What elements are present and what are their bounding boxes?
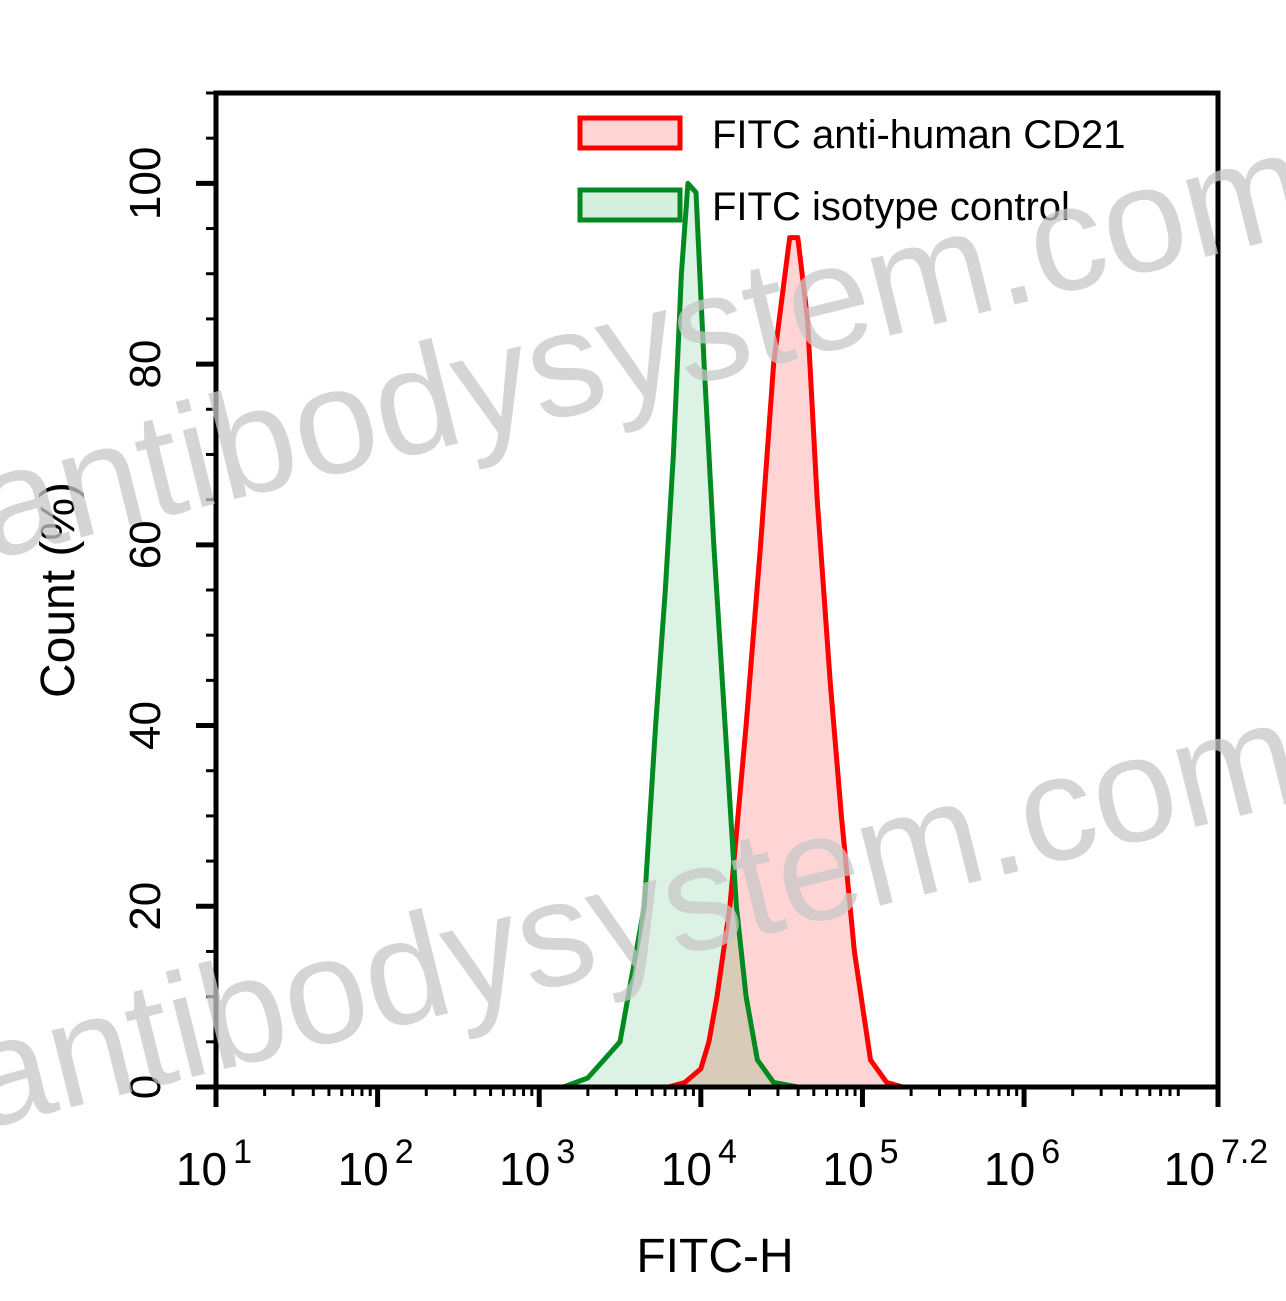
series-lines <box>562 180 904 1090</box>
y-tick-label-1: 20 <box>121 882 170 931</box>
series-line-1 <box>562 180 799 1090</box>
series-line-0 <box>667 235 904 1090</box>
series-fills <box>563 183 903 1088</box>
y-axis-title: Count (%) <box>32 482 85 698</box>
x-tick-label-1: 10 2 <box>338 1133 414 1195</box>
y-tick-label-3: 60 <box>121 520 170 569</box>
legend-label-1: FITC isotype control <box>712 185 1070 229</box>
x-axis: 10 1 10 2 10 3 10 4 10 5 10 6 10 7.2 <box>176 1084 1268 1195</box>
legend-swatch-0 <box>577 115 683 151</box>
y-tick-label-2: 40 <box>121 701 170 750</box>
y-tick-label-5: 100 <box>121 147 170 220</box>
legend: FITC anti-human CD21 FITC isotype control <box>577 113 1125 229</box>
x-tick-label-6: 10 7.2 <box>1164 1133 1268 1195</box>
legend-label-0: FITC anti-human CD21 <box>712 113 1125 157</box>
y-tick-label-4: 80 <box>121 340 170 389</box>
x-tick-label-4: 10 5 <box>822 1133 898 1195</box>
series-fill-1 <box>563 183 798 1087</box>
y-axis: 0 20 40 60 80 100 <box>121 91 216 1099</box>
series-fill-0 <box>668 237 903 1088</box>
x-tick-label-0: 10 1 <box>176 1133 252 1195</box>
y-tick-label-0: 0 <box>121 1075 170 1099</box>
watermark-text-1: antibodysystem.com <box>0 97 1286 591</box>
x-tick-label-3: 10 4 <box>661 1133 737 1195</box>
x-tick-label-2: 10 3 <box>499 1133 575 1195</box>
x-axis-title: FITC-H <box>636 1230 793 1283</box>
legend-swatch-1 <box>577 187 683 223</box>
x-tick-label-5: 10 6 <box>984 1133 1060 1195</box>
series-layer <box>562 180 904 1090</box>
overlap-fill <box>668 870 798 1087</box>
